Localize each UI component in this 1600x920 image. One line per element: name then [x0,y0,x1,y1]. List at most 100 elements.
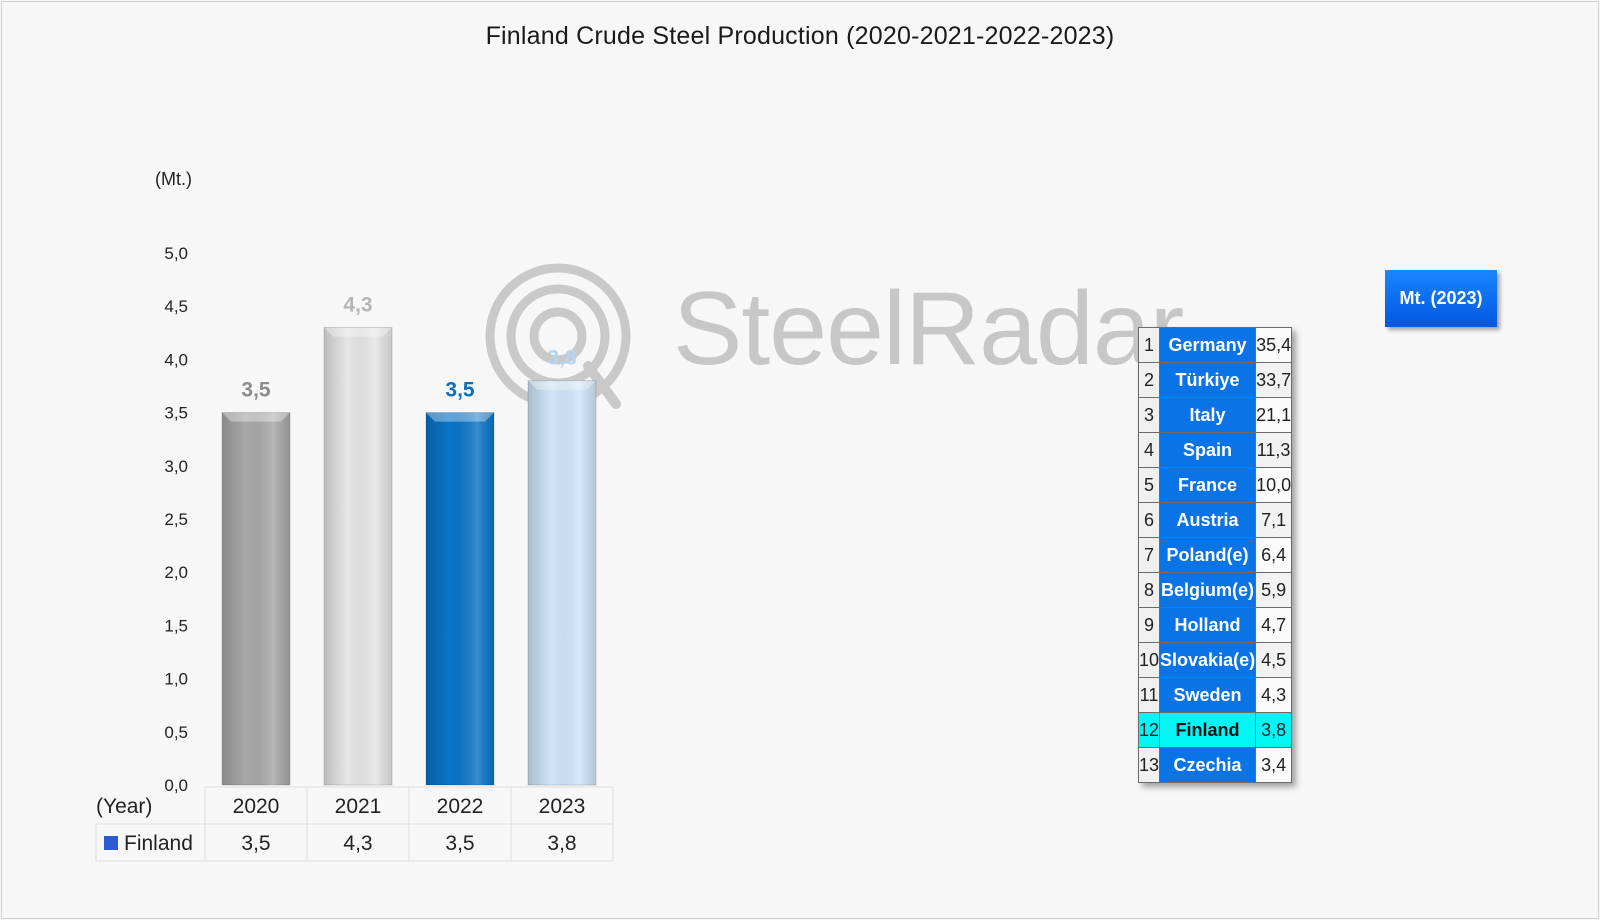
rank-cell: 9 [1137,607,1161,643]
bar-bevel [528,380,596,390]
table-value: 3,5 [241,832,270,855]
data-label-2023: 3,8 [547,347,577,370]
rank-cell: 7 [1137,537,1161,573]
value-cell: 3,4 [1255,747,1293,783]
y-tick-label: 3,5 [164,404,188,423]
ranking-row: 12 Finland 3,8 [1137,712,1293,748]
value-cell: 33,7 [1255,362,1293,398]
y-unit-label: (Mt.) [155,169,192,189]
value-cell: 4,3 [1255,677,1293,713]
y-tick-label: 2,0 [164,563,188,582]
value-cell: 7,1 [1255,502,1293,538]
rank-cell: 4 [1137,432,1161,468]
country-cell: France [1159,467,1257,503]
ranking-row: 13 Czechia 3,4 [1137,747,1293,783]
chart-title: Finland Crude Steel Production (2020-202… [485,22,1115,50]
bar-shade [222,412,290,785]
value-cell: 4,7 [1255,607,1293,643]
value-cell: 5,9 [1255,572,1293,608]
ranking-table-header: Mt. (2023) [1385,270,1497,327]
category-label: 2021 [335,795,382,818]
bar-outline [527,380,597,786]
value-cell: 4,5 [1255,642,1293,678]
y-tick-label: 1,5 [164,616,188,635]
series-label: Finland [124,832,193,855]
value-cell: 6,4 [1255,537,1293,573]
country-cell: Türkiye [1159,362,1257,398]
category-label: 2022 [437,795,484,818]
bar-bevel [324,327,392,337]
ranking-row: 9 Holland 4,7 [1137,607,1293,643]
country-cell: Slovakia(e) [1159,642,1257,678]
country-cell: Austria [1159,502,1257,538]
country-cell: Sweden [1159,677,1257,713]
y-tick-label: 0,0 [164,776,188,795]
value-cell: 10,0 [1255,467,1293,503]
bar-outline [425,412,495,786]
ranking-row: 5 France 10,0 [1137,467,1293,503]
table-value: 3,8 [547,832,576,855]
ranking-row: 10 Slovakia(e) 4,5 [1137,642,1293,678]
data-label-2021: 4,3 [343,293,372,316]
ranking-row: 1 Germany 35,4 [1137,327,1293,363]
rank-cell: 11 [1137,677,1161,713]
country-cell: Czechia [1159,747,1257,783]
country-cell: Spain [1159,432,1257,468]
bars-group [221,326,597,786]
y-tick-label: 4,5 [164,297,188,316]
y-tick-label: 3,0 [164,457,188,476]
bar-2021 [323,326,393,786]
bar-bevel [426,412,494,422]
rank-cell: 3 [1137,397,1161,433]
bar-bevel [222,412,290,422]
category-label: 2023 [539,795,586,818]
rank-cell: 10 [1137,642,1161,678]
bar-2023 [527,380,597,786]
rank-cell: 5 [1137,467,1161,503]
country-cell: Italy [1159,397,1257,433]
y-tick-label: 4,0 [164,350,188,369]
y-tick-label: 0,5 [164,723,188,742]
value-cell: 3,8 [1255,712,1293,748]
table-value: 4,3 [343,832,372,855]
bar-shade [426,412,494,785]
value-cell: 11,3 [1255,432,1293,468]
ranking-row: 3 Italy 21,1 [1137,397,1293,433]
ranking-row: 2 Türkiye 33,7 [1137,362,1293,398]
value-cell: 21,1 [1255,397,1293,433]
rank-cell: 8 [1137,572,1161,608]
rank-cell: 13 [1137,747,1161,783]
ranking-row: 4 Spain 11,3 [1137,432,1293,468]
country-cell: Finland [1159,712,1257,748]
y-tick-label: 2,5 [164,510,188,529]
category-label: 2020 [233,795,280,818]
data-label-2022: 3,5 [445,379,475,402]
x-axis-label: (Year) [96,795,152,818]
bar-outline [323,326,393,786]
country-cell: Germany [1159,327,1257,363]
ranking-table: 1 Germany 35,4 2 Türkiye 33,7 3 Italy 21,1 4 Spain… [1137,327,1293,783]
legend-marker-icon [104,836,118,850]
y-tick-label: 5,0 [164,244,188,263]
bar-2020 [221,412,291,786]
y-tick-label: 1,0 [164,670,188,689]
data-label-2020: 3,5 [241,379,271,402]
bar-outline [221,412,291,786]
bar-2022 [425,412,495,786]
country-cell: Belgium(e) [1159,572,1257,608]
country-cell: Holland [1159,607,1257,643]
country-cell: Poland(e) [1159,537,1257,573]
y-axis-ticks: 0,0 0,5 1,0 1,5 2,0 2,5 3,0 3,5 4,0 4,5 5,0 [164,244,188,795]
bar-shade [324,327,392,785]
table-value: 3,5 [445,832,474,855]
ranking-row: 8 Belgium(e) 5,9 [1137,572,1293,608]
ranking-row: 6 Austria 7,1 [1137,502,1293,538]
rank-cell: 2 [1137,362,1161,398]
rank-cell: 12 [1137,712,1161,748]
chart-data-table: (Year) Finland 2020 3,5 2021 4,3 2022 3,5 2023 3,… [95,786,614,862]
rank-cell: 1 [1137,327,1161,363]
ranking-row: 7 Poland(e) 6,4 [1137,537,1293,573]
data-labels-group: 3,5 4,3 3,5 3,8 [241,293,577,401]
ranking-row: 11 Sweden 4,3 [1137,677,1293,713]
